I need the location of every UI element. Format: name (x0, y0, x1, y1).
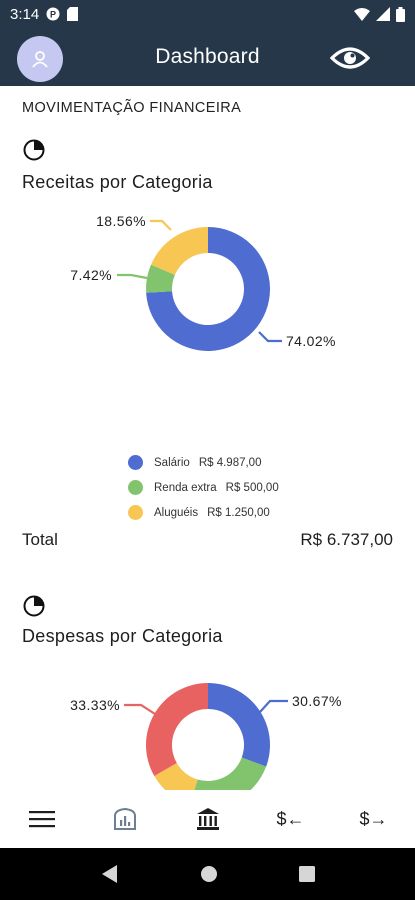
legend-dot (128, 505, 143, 520)
callout-line-salario (258, 331, 282, 343)
despesas-slice-3[interactable] (145, 683, 208, 776)
receitas-slice-2[interactable] (151, 227, 208, 275)
legend-value: R$ 4.987,00 (198, 456, 262, 469)
legend-item-alugueis[interactable]: Aluguéis R$ 1.250,00 (128, 500, 279, 525)
svg-text:P: P (50, 10, 56, 20)
nav-income[interactable]: $→ (359, 808, 388, 829)
percent-label-despesa-vermelha: 33.33% (70, 697, 120, 713)
toggle-visibility-button[interactable] (329, 43, 371, 73)
nav-bank[interactable] (178, 794, 238, 844)
recents-icon[interactable] (298, 866, 315, 882)
despesas-slice-1[interactable] (190, 757, 267, 790)
bottom-navigation: $← $→ (0, 790, 415, 848)
percent-label-alugueis: 18.56% (96, 213, 146, 229)
total-value: R$ 6.737,00 (300, 530, 393, 549)
dashboard-content[interactable]: MOVIMENTAÇÃO FINANCEIRA Receitas por Cat… (0, 86, 415, 790)
section-header: MOVIMENTAÇÃO FINANCEIRA (22, 100, 242, 116)
chart-icon (113, 807, 136, 830)
receitas-legend: Salário R$ 4.987,00 Renda extra R$ 500,0… (128, 450, 279, 525)
nav-menu[interactable] (12, 794, 72, 844)
avatar[interactable] (17, 36, 63, 82)
legend-item-renda-extra[interactable]: Renda extra R$ 500,00 (128, 475, 279, 500)
back-icon[interactable] (101, 864, 119, 884)
sd-card-icon (67, 7, 79, 21)
despesas-donut-chart[interactable]: 30.67% 33.33% (0, 666, 415, 790)
percent-label-renda-extra: 7.42% (70, 267, 112, 283)
notification-icon: P (46, 7, 60, 21)
status-bar: 3:14 P (0, 0, 415, 28)
callout-line-renda-extra (117, 273, 148, 280)
nav-expense[interactable]: $← (276, 808, 305, 829)
app-bar: Dashboard (0, 28, 415, 86)
receitas-title: Receitas por Categoria (22, 172, 213, 192)
callout-line-despesa-azul (259, 699, 288, 713)
system-navigation-bar (0, 848, 415, 900)
legend-name: Salário (154, 456, 190, 469)
page-title: Dashboard (155, 45, 260, 68)
despesas-slice-0[interactable] (208, 683, 270, 767)
total-row: Total R$ 6.737,00 (22, 530, 393, 550)
total-label: Total (22, 530, 58, 549)
receitas-slice-1[interactable] (146, 264, 175, 293)
signal-icon (376, 7, 390, 21)
legend-value: R$ 500,00 (225, 481, 279, 494)
despesas-title: Despesas por Categoria (22, 626, 223, 646)
legend-dot (128, 480, 143, 495)
battery-icon (396, 6, 405, 22)
user-icon (32, 51, 48, 68)
legend-dot (128, 455, 143, 470)
percent-label-salario: 74.02% (286, 333, 336, 349)
percent-label-despesa-azul: 30.67% (292, 693, 342, 709)
pie-chart-icon (23, 139, 45, 161)
receitas-slice-0[interactable] (146, 227, 270, 351)
eye-icon (330, 47, 370, 69)
pie-chart-icon (23, 595, 45, 617)
nav-dashboard[interactable] (95, 794, 155, 844)
callout-line-alugueis (150, 219, 172, 231)
despesas-slice-2[interactable] (154, 762, 198, 790)
legend-name: Aluguéis (154, 506, 199, 519)
status-time: 3:14 (10, 5, 40, 23)
legend-value: R$ 1.250,00 (207, 506, 270, 519)
receitas-donut-chart[interactable]: 74.02% 7.42% 18.56% (0, 196, 415, 376)
legend-name: Renda extra (154, 481, 217, 494)
menu-icon (28, 811, 55, 828)
home-icon[interactable] (200, 865, 218, 883)
callout-line-despesa-vermelha (124, 703, 156, 715)
legend-item-salario[interactable]: Salário R$ 4.987,00 (128, 450, 279, 475)
wifi-icon (354, 7, 370, 21)
bank-icon (196, 808, 219, 830)
